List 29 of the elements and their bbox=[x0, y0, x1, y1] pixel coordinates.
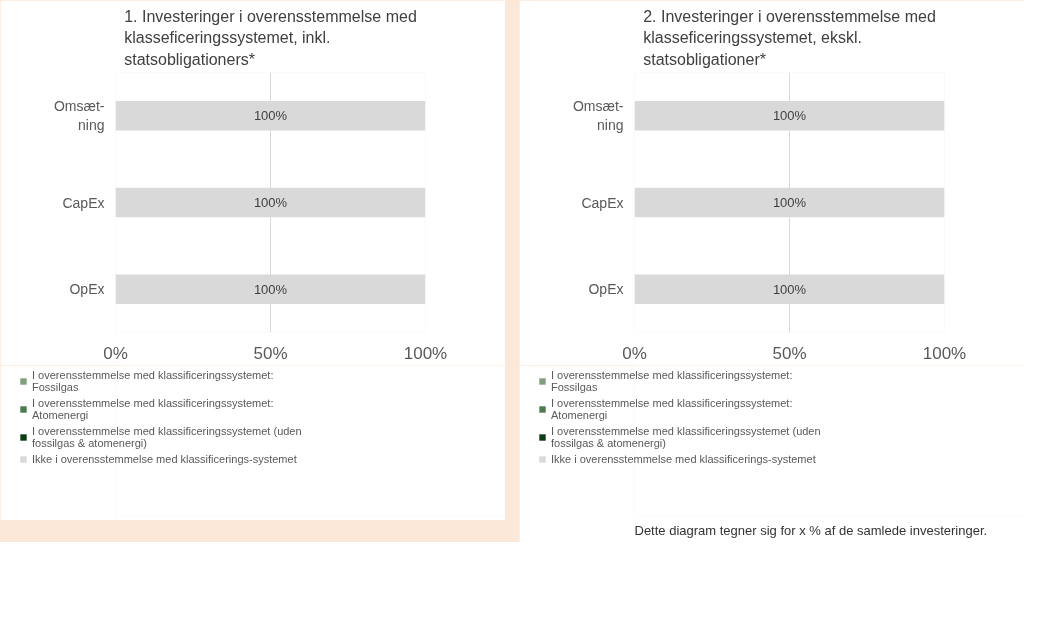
data-label: 100% bbox=[253, 195, 288, 210]
y-tick-label: CapEx bbox=[581, 194, 624, 211]
x-tick-label: 50% bbox=[253, 343, 288, 363]
legend-label: I overensstemmelse med klassificeringssystemet: Atomenergi bbox=[32, 397, 274, 421]
x-tick-label: 50% bbox=[772, 343, 807, 363]
x-tick-label: 0% bbox=[622, 343, 647, 363]
legend-label: Ikke i overensstemmelse med klassificerings-systemet bbox=[32, 453, 297, 465]
x-tick-label: 0% bbox=[103, 343, 128, 363]
y-tick-label: OpEx bbox=[588, 281, 624, 298]
data-label: 100% bbox=[253, 108, 288, 124]
chart-title: 2. Investeringer i overensstemmelse med klasseficeringssystemet, ekskl. statsobligationer* bbox=[643, 8, 936, 68]
x-tick-label: 100% bbox=[922, 343, 967, 363]
y-tick-label: CapEx bbox=[62, 194, 105, 211]
text: Dette diagram tegner sig for x % af de samlede investeringer. bbox=[634, 522, 988, 538]
data-label: 100% bbox=[253, 281, 288, 297]
data-label: 100% bbox=[772, 195, 807, 210]
legend-label: I overensstemmelse med klassificeringssystemet: Fossilgas bbox=[32, 369, 274, 393]
y-tick-label: Omsæt- ning bbox=[53, 98, 105, 134]
legend-label: I overensstemmelse med klassificeringssystemet (uden fossilgas & atomenergi) bbox=[32, 425, 302, 449]
x-tick-label: 100% bbox=[403, 343, 448, 363]
legend-label: I overensstemmelse med klassificeringssystemet: Atomenergi bbox=[551, 397, 793, 421]
y-tick-label: OpEx bbox=[69, 281, 105, 298]
data-label: 100% bbox=[772, 108, 807, 124]
data-label: 100% bbox=[772, 281, 807, 297]
legend-label: I overensstemmelse med klassificeringssystemet: Fossilgas bbox=[551, 369, 793, 393]
y-tick-label: Omsæt- ning bbox=[572, 98, 624, 134]
legend-label: I overensstemmelse med klassificeringssystemet (uden fossilgas & atomenergi) bbox=[551, 425, 821, 449]
legend-label: Ikke i overensstemmelse med klassificerings-systemet bbox=[551, 453, 816, 465]
chart-title: 1. Investeringer i overensstemmelse med klasseficeringssystemet, inkl. statsobligationers* bbox=[124, 8, 417, 68]
